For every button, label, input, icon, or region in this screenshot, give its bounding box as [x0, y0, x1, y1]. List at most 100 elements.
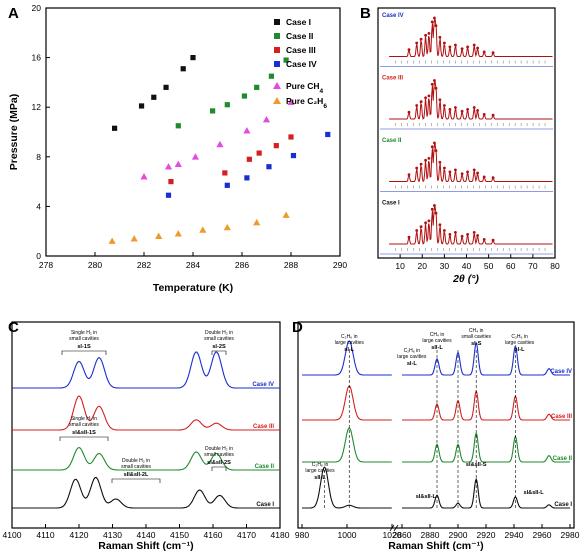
- legend-label: Case IV: [286, 59, 317, 69]
- annotation-label: sII&sII-2L: [124, 472, 149, 478]
- x-tick-label: 2940: [505, 530, 524, 540]
- xrd-observed-point: [424, 96, 427, 100]
- x-tick-label: 4110: [36, 530, 55, 540]
- xrd-observed-point: [407, 235, 411, 239]
- annotation-text: large cavities: [335, 340, 365, 346]
- raman-spectrum-line: [302, 427, 392, 463]
- y-tick-label: 4: [36, 201, 41, 211]
- x-tick-label: 288: [284, 260, 298, 270]
- xrd-observed-point: [407, 110, 411, 114]
- data-point: [155, 232, 163, 239]
- panel-a-scatter-chart: A 278 280 282 284 286 288 290 0 4 8 12 16 20 Tempera…: [8, 3, 347, 294]
- x-tick-label: 278: [39, 260, 53, 270]
- x-tick-label: 4140: [137, 530, 156, 540]
- xrd-observed-point: [419, 162, 423, 166]
- x-tick-label: 284: [186, 260, 200, 270]
- panel-a-ticks: 278 280 282 284 286 288 290 0 4 8 12 16 20: [32, 3, 348, 270]
- x-tick-label: 980: [295, 530, 309, 540]
- data-point: [288, 134, 294, 140]
- x-tick-label: 2980: [561, 530, 580, 540]
- annotation-text: large cavities: [397, 354, 427, 360]
- x-tick-label: 60: [506, 261, 516, 271]
- xrd-observed-point: [476, 234, 479, 237]
- data-point: [273, 143, 279, 149]
- legend-label: Case II: [286, 31, 313, 41]
- annotation-text: Single H₂ in: [71, 330, 97, 336]
- x-tick-label: 2960: [533, 530, 552, 540]
- xrd-observed-point: [491, 51, 495, 54]
- x-tick-label: 4150: [170, 530, 189, 540]
- xrd-observed-point: [443, 166, 446, 170]
- panel-d-spectra: Case IV Case III Case II Case I: [302, 340, 573, 510]
- xrd-observed-point: [427, 157, 431, 160]
- annotation-text: large cavities: [505, 340, 535, 346]
- x-tick-label: 10: [395, 261, 405, 271]
- raman-spectrum-line: [302, 340, 392, 376]
- legend-label: Pure CH4: [286, 81, 324, 95]
- x-tick-label: 2900: [449, 530, 468, 540]
- annotation-text: large cavities: [422, 338, 452, 344]
- data-point: [163, 84, 169, 90]
- xrd-observed-point: [482, 50, 486, 54]
- annotation-label: sI-L: [515, 347, 526, 353]
- x-tick-label: 4170: [237, 530, 256, 540]
- xrd-observed-point: [434, 211, 438, 215]
- xrd-observed-point: [472, 168, 476, 172]
- xrd-observed-point: [407, 173, 411, 177]
- xrd-observed-point: [454, 43, 457, 47]
- xrd-observed-point: [476, 171, 479, 175]
- series-label: Case I: [554, 502, 572, 508]
- panel-letter-a: A: [8, 5, 19, 22]
- x-tick-label: 50: [484, 261, 494, 271]
- annotation-text: small cavities: [121, 464, 151, 470]
- raman-spectrum-line: [302, 466, 392, 509]
- x-tick-label: 20: [418, 261, 428, 271]
- data-point: [266, 164, 272, 170]
- legend-marker: [274, 19, 280, 25]
- data-point: [262, 116, 271, 123]
- xrd-observed-point: [424, 221, 427, 225]
- xrd-observed-point: [448, 233, 452, 236]
- xrd-observed-point: [438, 160, 442, 164]
- data-point: [283, 57, 289, 63]
- annotation-text: C₂H₆ in: [511, 334, 528, 340]
- xrd-observed-point: [448, 45, 452, 49]
- series-label: Case II: [553, 456, 573, 462]
- xrd-observed-point: [491, 113, 495, 117]
- peak-label: sI&sII-S: [466, 462, 487, 468]
- xrd-observed-point: [434, 149, 438, 153]
- annotation-label: sI-1S: [77, 344, 91, 350]
- raman-spectrum-line: [402, 341, 570, 376]
- series-label: Case II: [255, 464, 275, 470]
- axis-break-mark: [393, 524, 399, 532]
- xrd-observed-point: [415, 41, 419, 45]
- raman-spectrum-line: [12, 351, 280, 389]
- annotation-text: CH₄ in: [469, 328, 484, 334]
- annotation-text: Double H₂ in: [205, 330, 233, 336]
- raman-spectrum-line: [402, 477, 570, 509]
- xrd-observed-point: [443, 229, 446, 232]
- data-point: [268, 73, 274, 79]
- xrd-observed-point: [482, 238, 486, 241]
- data-point: [112, 125, 118, 131]
- annotation-label: sI-S: [471, 341, 482, 347]
- series-label: Case IV: [550, 369, 572, 375]
- x-tick-label: 2860: [393, 530, 412, 540]
- annotation-bracket: [211, 466, 227, 471]
- series-label: Case III: [253, 424, 274, 430]
- xrd-observed-point: [476, 46, 479, 50]
- xrd-observed-point: [472, 231, 476, 234]
- x-tick-label: 2880: [421, 530, 440, 540]
- xrd-observed-point: [424, 33, 427, 37]
- panel-a-legend: Case I Case II Case III Case IV Pure CH4Pure…: [273, 17, 327, 110]
- legend-marker: [274, 33, 280, 39]
- panel-c-x-axis-label: Raman Shift (cm⁻¹): [98, 540, 193, 551]
- xrd-observed-point: [438, 35, 442, 39]
- data-point: [282, 211, 290, 218]
- xrd-observed-point: [415, 229, 419, 232]
- annotation-bracket: [61, 350, 107, 355]
- x-tick-label: 4130: [103, 530, 122, 540]
- xrd-observed-point: [466, 170, 469, 174]
